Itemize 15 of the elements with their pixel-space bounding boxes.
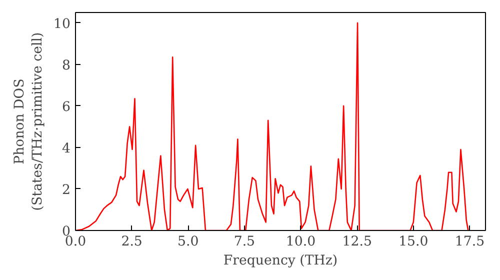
y-tick-label: 6 [62, 100, 71, 115]
y-tick-label: 2 [62, 182, 71, 198]
x-axis-title: Frequency (THz) [223, 254, 338, 268]
y-tick-label: 4 [62, 141, 71, 156]
x-tick-label: 5.0 [178, 234, 199, 250]
y-axis-title: Phonon DOS (States/THz·primitive cell) [12, 32, 46, 211]
x-tick-label: 10.0 [286, 234, 316, 250]
x-tick-label: 12.5 [342, 234, 372, 250]
x-tick-label: 15.0 [398, 234, 428, 250]
x-tick-label: 0.0 [64, 234, 86, 250]
y-tick-label: 8 [62, 58, 71, 74]
x-tick-label: 2.5 [121, 234, 142, 250]
x-tick-label: 7.5 [234, 234, 256, 250]
y-tick-label: 10 [54, 16, 71, 32]
x-tick-label: 17.5 [454, 234, 485, 250]
